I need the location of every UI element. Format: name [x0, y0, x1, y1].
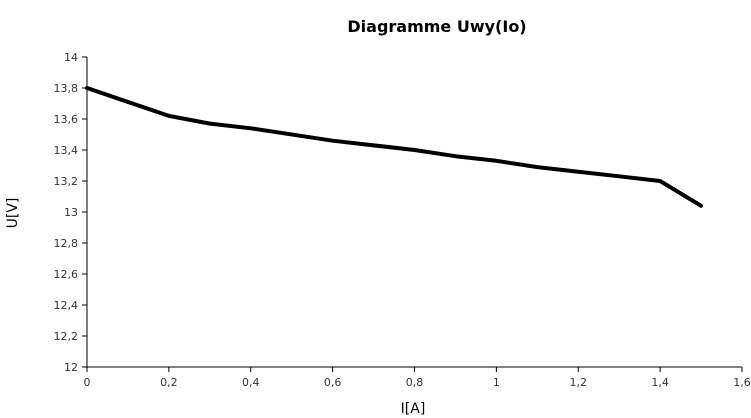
x-tick-label: 0,4: [242, 376, 260, 389]
series-layer: [85, 86, 704, 208]
y-tick-label: 12,4: [54, 299, 79, 312]
x-tick-label: 1,4: [651, 376, 669, 389]
y-tick-label: 13,8: [54, 82, 79, 95]
x-axis-label: I[A]: [401, 401, 426, 417]
y-tick-label: 13,2: [54, 175, 79, 188]
y-tick-label: 12: [64, 361, 78, 374]
y-tick-label: 14: [64, 51, 78, 64]
series-line: [85, 86, 704, 208]
x-axis: 0 0,2 0,4 0,6 0,8 1 1,2 1,4 1,6: [84, 366, 751, 389]
x-tick-label: 1,6: [733, 376, 751, 389]
x-tick-label: 0,2: [160, 376, 178, 389]
y-axis-label: U[V]: [5, 198, 21, 229]
x-tick-label: 0,6: [324, 376, 342, 389]
y-tick-label: 13: [64, 206, 78, 219]
y-axis: 12 12,2 12,4 12,6 12,8 13 13,2 13,4 13,6 13,8 14: [54, 51, 88, 374]
y-tick-label: 12,6: [54, 268, 79, 281]
y-tick-label: 13,6: [54, 113, 79, 126]
x-tick-label: 0,8: [406, 376, 424, 389]
y-tick-label: 13,4: [54, 144, 79, 157]
x-tick-label: 0: [84, 376, 91, 389]
y-tick-label: 12,8: [54, 237, 79, 250]
chart-title: Diagramme Uwy(Io): [347, 17, 526, 36]
y-tick-label: 12,2: [54, 330, 79, 343]
x-tick-label: 1: [493, 376, 500, 389]
x-tick-label: 1,2: [570, 376, 588, 389]
